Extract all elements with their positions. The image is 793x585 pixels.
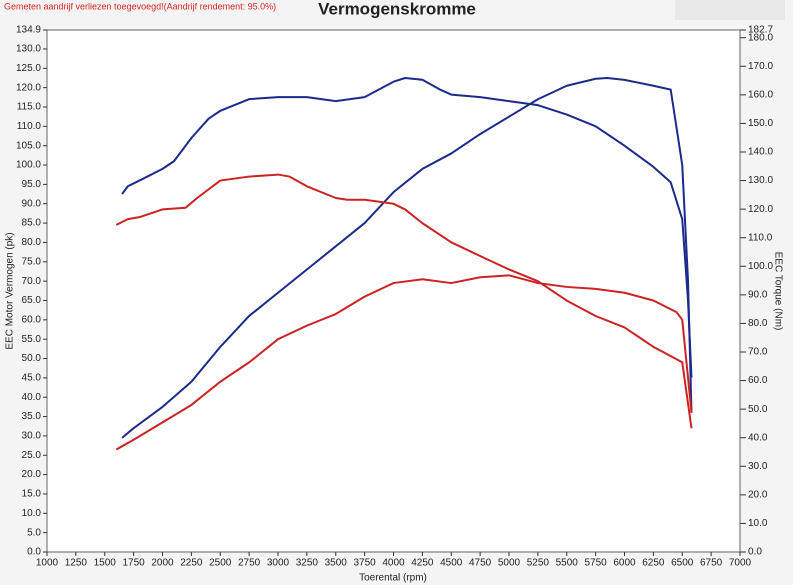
y2-tick-label: 60.0 — [748, 375, 768, 386]
y-tick-label: 5.0 — [27, 527, 41, 538]
x-tick-label: 2250 — [180, 558, 203, 569]
y-tick-label: 115.0 — [17, 102, 42, 113]
y-tick-label: 80.0 — [22, 237, 42, 248]
y2-tick-label: 140.0 — [748, 147, 773, 158]
y2-tick-label: 90.0 — [748, 289, 768, 300]
y-tick-label: 40.0 — [22, 392, 42, 403]
x-tick-label: 6500 — [671, 558, 694, 569]
y-tick-label: 134.9 — [16, 25, 41, 36]
line — [121, 77, 693, 378]
title-bar — [675, 0, 785, 20]
plot-area — [46, 29, 741, 553]
y-tick-label: 105.0 — [16, 140, 41, 151]
x-tick-label: 2750 — [238, 558, 261, 569]
x-tick-label: 2000 — [151, 558, 174, 569]
x-tick-label: 1250 — [65, 558, 88, 569]
y-tick-label: 95.0 — [22, 179, 42, 190]
y2-tick-label: 150.0 — [748, 118, 773, 129]
line — [115, 274, 693, 451]
y-tick-label: 70.0 — [22, 276, 42, 287]
y-tick-label: 110.0 — [17, 121, 42, 132]
y-axis-label: EEC Motor Vermogen (pk) — [5, 232, 16, 349]
x-tick-label: 3000 — [267, 558, 290, 569]
y2-tick-label: 0.0 — [748, 547, 762, 558]
y-tick-label: 20.0 — [22, 469, 42, 480]
x-tick-label: 1000 — [36, 558, 59, 569]
x-tick-label: 1500 — [94, 558, 117, 569]
y-tick-label: 0.0 — [27, 547, 41, 558]
x-tick-label: 6750 — [700, 558, 723, 569]
x-tick-label: 6000 — [613, 558, 636, 569]
x-tick-label: 4500 — [440, 558, 463, 569]
x-tick-label: 7000 — [729, 558, 752, 569]
x-tick-label: 5000 — [498, 558, 521, 569]
y2-tick-label: 182.7 — [748, 25, 773, 36]
y-tick-label: 130.0 — [16, 44, 41, 55]
y2-tick-label: 30.0 — [748, 461, 768, 472]
y2-tick-label: 10.0 — [748, 518, 768, 529]
y2-tick-label: 100.0 — [748, 261, 773, 272]
y2-tick-label: 20.0 — [748, 489, 768, 500]
y-tick-label: 100.0 — [16, 160, 41, 171]
x-tick-label: 3500 — [325, 558, 348, 569]
y2-tick-label: 70.0 — [748, 347, 768, 358]
x-tick-label: 2500 — [209, 558, 232, 569]
x-tick-label: 1750 — [123, 558, 146, 569]
y-tick-label: 85.0 — [22, 218, 42, 229]
y2-tick-label: 40.0 — [748, 432, 768, 443]
x-tick-label: 3750 — [354, 558, 377, 569]
y2-tick-label: 110.0 — [748, 232, 773, 243]
y2-tick-label: 160.0 — [748, 89, 773, 100]
y-tick-label: 60.0 — [22, 314, 42, 325]
y2-tick-label: 180.0 — [748, 32, 773, 43]
y2-tick-label: 170.0 — [748, 61, 773, 72]
x-tick-label: 5750 — [585, 558, 608, 569]
y2-tick-label: 130.0 — [748, 175, 773, 186]
y-tick-label: 120.0 — [16, 82, 41, 93]
line — [121, 76, 693, 439]
y-tick-label: 35.0 — [22, 411, 42, 422]
y-tick-label: 125.0 — [16, 63, 41, 74]
y-tick-label: 45.0 — [22, 373, 42, 384]
y2-axis-label: EEC Torque (Nm) — [772, 252, 783, 331]
y-tick-label: 55.0 — [22, 334, 42, 345]
y2-tick-label: 50.0 — [748, 404, 768, 415]
y-tick-label: 15.0 — [22, 489, 42, 500]
x-tick-label: 3250 — [296, 558, 319, 569]
y-tick-label: 75.0 — [22, 256, 42, 267]
chart-title: Vermogenskromme — [318, 0, 476, 18]
y-tick-label: 50.0 — [22, 353, 42, 364]
x-tick-label: 5250 — [527, 558, 550, 569]
y-tick-label: 65.0 — [22, 295, 42, 306]
x-tick-label: 4000 — [382, 558, 405, 569]
line — [115, 173, 693, 429]
y2-tick-label: 120.0 — [748, 204, 773, 215]
x-tick-label: 6250 — [642, 558, 665, 569]
y2-tick-label: 80.0 — [748, 318, 768, 329]
x-tick-label: 4750 — [469, 558, 492, 569]
y-tick-label: 10.0 — [22, 508, 42, 519]
note: Gemeten aandrijf verliezen toegevoegd!(A… — [4, 1, 276, 11]
x-tick-label: 4250 — [411, 558, 434, 569]
y-tick-label: 25.0 — [22, 450, 42, 461]
x-axis-label: Toerental (rpm) — [359, 573, 427, 584]
y-tick-label: 30.0 — [22, 431, 42, 442]
y-tick-label: 90.0 — [22, 198, 42, 209]
x-tick-label: 5500 — [556, 558, 579, 569]
